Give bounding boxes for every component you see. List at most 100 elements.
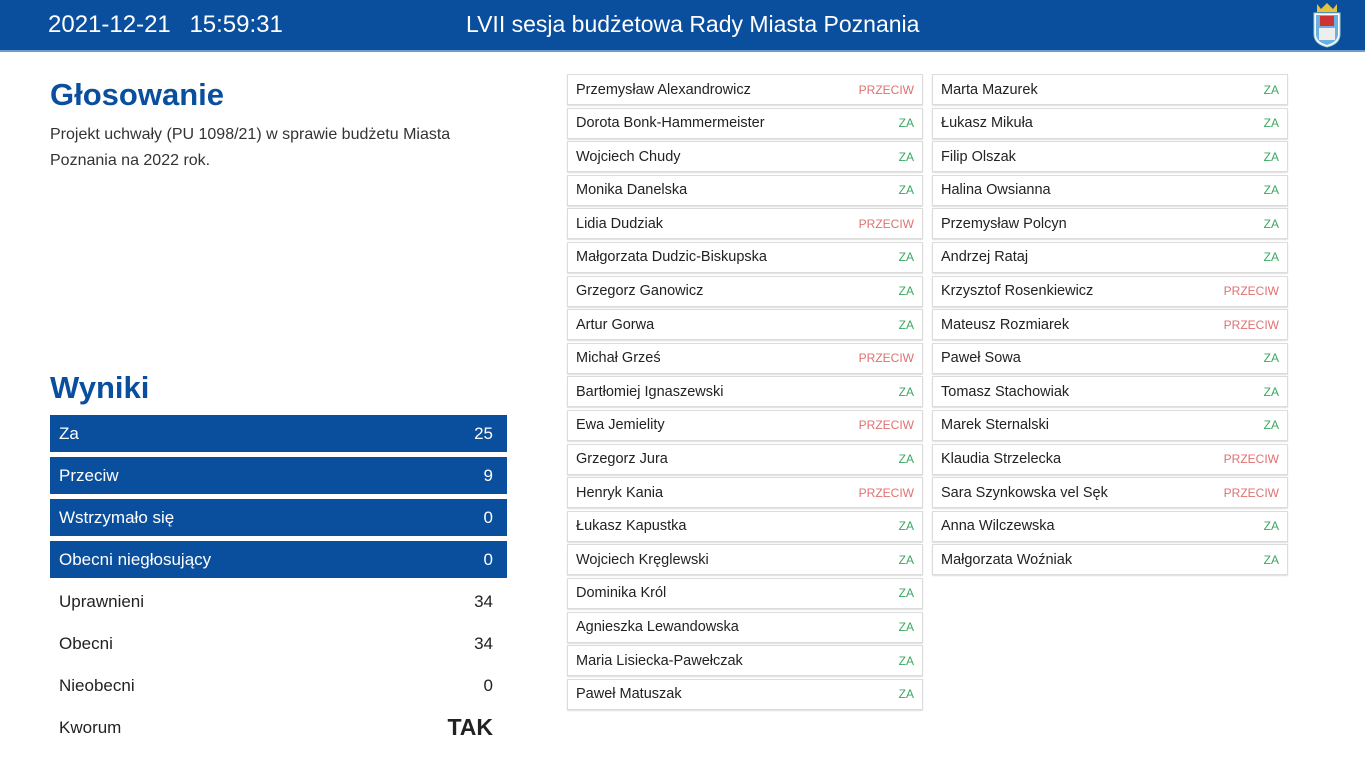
result-label: Obecni	[59, 633, 113, 653]
vote-badge: ZA	[1263, 418, 1279, 433]
vote-badge: ZA	[1263, 351, 1279, 366]
councillor-vote-row: Halina Owsianna ZA	[932, 174, 1288, 206]
councillor-vote-row: Bartłomiej Ignaszewski ZA	[567, 376, 923, 408]
resolution-description: Projekt uchwały (PU 1098/21) w sprawie b…	[50, 126, 451, 169]
date: 2021-12-21	[48, 11, 171, 38]
councillor-vote-row: Maria Lisiecka-Pawełczak ZA	[567, 645, 923, 677]
councillor-name: Anna Wilczewska	[941, 518, 1055, 535]
votes-list-right: Marta Mazurek ZA Łukasz Mikuła ZA Filip Olsz…	[932, 74, 1288, 578]
councillor-name: Sara Szynkowska vel Sęk	[941, 484, 1108, 501]
vote-badge: ZA	[898, 317, 914, 332]
councillor-name: Andrzej Rataj	[941, 249, 1029, 266]
vote-badge: ZA	[898, 519, 914, 534]
councillor-vote-row: Andrzej Rataj ZA	[932, 241, 1288, 273]
vote-badge: ZA	[898, 452, 914, 467]
councillor-vote-row: Łukasz Mikuła ZA	[932, 107, 1288, 139]
councillor-name: Małgorzata Woźniak	[941, 551, 1073, 568]
vote-badge: ZA	[898, 653, 914, 668]
councillor-name: Michał Grześ	[576, 350, 661, 367]
result-value: 25	[474, 423, 493, 443]
vote-badge: ZA	[898, 284, 914, 299]
councillor-name: Agnieszka Lewandowska	[576, 619, 739, 635]
voting-heading: Głosowanie	[50, 77, 224, 112]
result-label: Uprawnieni	[59, 591, 145, 611]
councillor-name: Klaudia Strzelecka	[941, 451, 1062, 468]
councillor-vote-row: Artur Gorwa ZA	[567, 309, 923, 341]
header-bar: 2021-12-21 15:59:31 LVII sesja budżetowa…	[0, 0, 1365, 52]
result-value: 34	[474, 633, 493, 653]
councillor-vote-row: Mateusz Rozmiarek PRZECIW	[932, 309, 1288, 341]
councillor-vote-row: Ewa Jemielity PRZECIW	[567, 409, 923, 441]
councillor-vote-row: Klaudia Strzelecka PRZECIW	[932, 443, 1288, 475]
result-row: Uprawnieni 34	[50, 583, 507, 620]
councillor-name: Bartłomiej Ignaszewski	[576, 383, 724, 400]
councillor-vote-row: Henryk Kania PRZECIW	[567, 477, 923, 509]
councillor-vote-row: Łukasz Kapustka ZA	[567, 510, 923, 542]
councillor-vote-row: Monika Danelska ZA	[567, 174, 923, 206]
councillor-name: Dorota Bonk-Hammermeister	[576, 115, 765, 132]
vote-badge: ZA	[898, 250, 914, 265]
vote-badge: PRZECIW	[1223, 317, 1279, 332]
councillor-name: Ewa Jemielity	[576, 417, 665, 434]
councillor-vote-row: Dominika Król ZA	[567, 577, 923, 609]
vote-badge: PRZECIW	[858, 485, 914, 500]
councillor-name: Przemysław Alexandrowicz	[576, 81, 751, 98]
councillor-name: Maria Lisiecka-Pawełczak	[576, 652, 743, 669]
councillor-vote-row: Tomasz Stachowiak ZA	[932, 376, 1288, 408]
councillor-name: Grzegorz Ganowicz	[576, 283, 704, 300]
vote-badge: PRZECIW	[858, 82, 914, 97]
result-label: Przeciw	[59, 465, 119, 485]
vote-badge: PRZECIW	[858, 418, 914, 433]
councillor-name: Łukasz Kapustka	[576, 518, 687, 535]
vote-badge: ZA	[1263, 216, 1279, 231]
councillor-vote-row: Małgorzata Woźniak ZA	[932, 544, 1288, 576]
vote-badge: ZA	[898, 687, 914, 702]
councillor-vote-row: Wojciech Kręglewski ZA	[567, 544, 923, 576]
result-label: Nieobecni	[59, 675, 135, 695]
result-value: TAK	[447, 714, 493, 740]
result-row: Nieobecni 0	[50, 667, 507, 704]
vote-badge: ZA	[1263, 384, 1279, 399]
vote-badge: ZA	[1263, 250, 1279, 265]
councillor-vote-row: Przemysław Alexandrowicz PRZECIW	[567, 74, 923, 105]
councillor-name: Krzysztof Rosenkiewicz	[941, 283, 1094, 300]
councillor-name: Henryk Kania	[576, 484, 664, 501]
councillor-name: Mateusz Rozmiarek	[941, 316, 1070, 333]
vote-badge: PRZECIW	[858, 351, 914, 366]
result-label: Kworum	[59, 717, 122, 737]
result-row: Obecni 34	[50, 625, 507, 662]
result-row: Za 25	[50, 415, 507, 452]
vote-badge: ZA	[898, 116, 914, 131]
vote-badge: ZA	[1263, 82, 1279, 97]
result-label: Wstrzymało się	[59, 507, 175, 527]
result-value: 0	[483, 507, 493, 527]
councillor-vote-row: Wojciech Chudy ZA	[567, 141, 923, 173]
councillor-vote-row: Paweł Sowa ZA	[932, 342, 1288, 374]
vote-badge: PRZECIW	[858, 216, 914, 231]
councillor-name: Wojciech Kręglewski	[576, 551, 709, 568]
councillor-vote-row: Grzegorz Ganowicz ZA	[567, 275, 923, 307]
vote-badge: ZA	[898, 384, 914, 399]
result-value: 0	[483, 675, 493, 695]
session-title: LVII sesja budżetowa Rady Miasta Poznani…	[466, 11, 920, 37]
vote-badge: ZA	[1263, 552, 1279, 567]
result-label: Obecni niegłosujący	[59, 549, 212, 569]
councillor-name: Paweł Matuszak	[576, 686, 682, 703]
councillor-name: Monika Danelska	[576, 182, 688, 199]
councillor-name: Łukasz Mikuła	[941, 115, 1033, 132]
result-value: 34	[474, 591, 493, 611]
datetime: 2021-12-21 15:59:31	[48, 11, 283, 39]
councillor-name: Dominika Król	[576, 585, 667, 602]
councillor-name: Grzegorz Jura	[576, 451, 668, 468]
vote-badge: ZA	[1263, 116, 1279, 131]
vote-badge: ZA	[898, 183, 914, 198]
councillor-vote-row: Agnieszka Lewandowska ZA	[567, 611, 923, 643]
councillor-name: Małgorzata Dudzic-Biskupska	[576, 249, 767, 266]
councillor-name: Lidia Dudziak	[576, 215, 664, 232]
councillor-vote-row: Krzysztof Rosenkiewicz PRZECIW	[932, 275, 1288, 307]
result-value: 9	[483, 465, 493, 485]
councillor-name: Halina Owsianna	[941, 182, 1051, 199]
results-heading: Wyniki	[50, 370, 150, 405]
vote-badge: PRZECIW	[1223, 485, 1279, 500]
councillor-vote-row: Marek Sternalski ZA	[932, 409, 1288, 441]
